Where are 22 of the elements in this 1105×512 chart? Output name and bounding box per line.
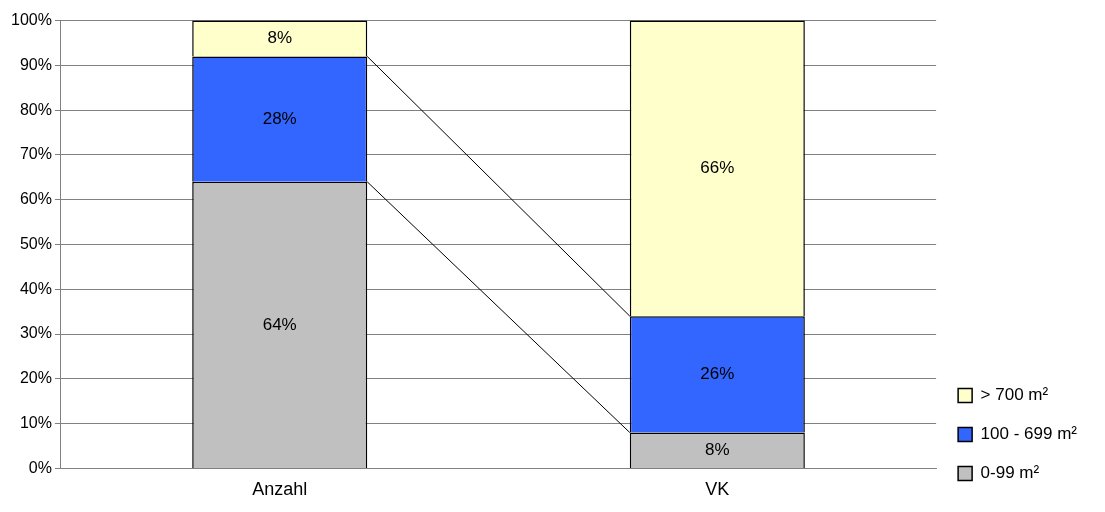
y-tick-label: 20% xyxy=(19,369,52,387)
y-tick-label: 70% xyxy=(19,145,52,163)
y-tick-label: 90% xyxy=(19,55,52,73)
legend-label: 0-99 m² xyxy=(980,463,1040,483)
y-tick-label: 60% xyxy=(19,190,52,208)
data-label: 8% xyxy=(705,439,730,459)
data-label: 26% xyxy=(700,364,735,384)
y-tick-label: 10% xyxy=(19,414,52,432)
y-tick-label: 0% xyxy=(28,458,52,476)
data-label: 28% xyxy=(262,108,297,128)
y-tick-label: 80% xyxy=(19,100,52,118)
y-tick-label: 50% xyxy=(19,234,52,252)
legend-label: > 700 m² xyxy=(980,385,1049,405)
y-tick-label: 100% xyxy=(11,11,52,29)
x-tick-label: Anzahl xyxy=(252,479,308,500)
y-tick-label: 40% xyxy=(19,279,52,297)
legend-label: 100 - 699 m² xyxy=(980,424,1078,444)
data-label: 64% xyxy=(262,314,297,334)
data-label: 66% xyxy=(700,158,735,178)
x-tick-label: VK xyxy=(705,479,730,500)
data-label: 8% xyxy=(267,28,293,48)
y-tick-label: 30% xyxy=(19,324,52,342)
